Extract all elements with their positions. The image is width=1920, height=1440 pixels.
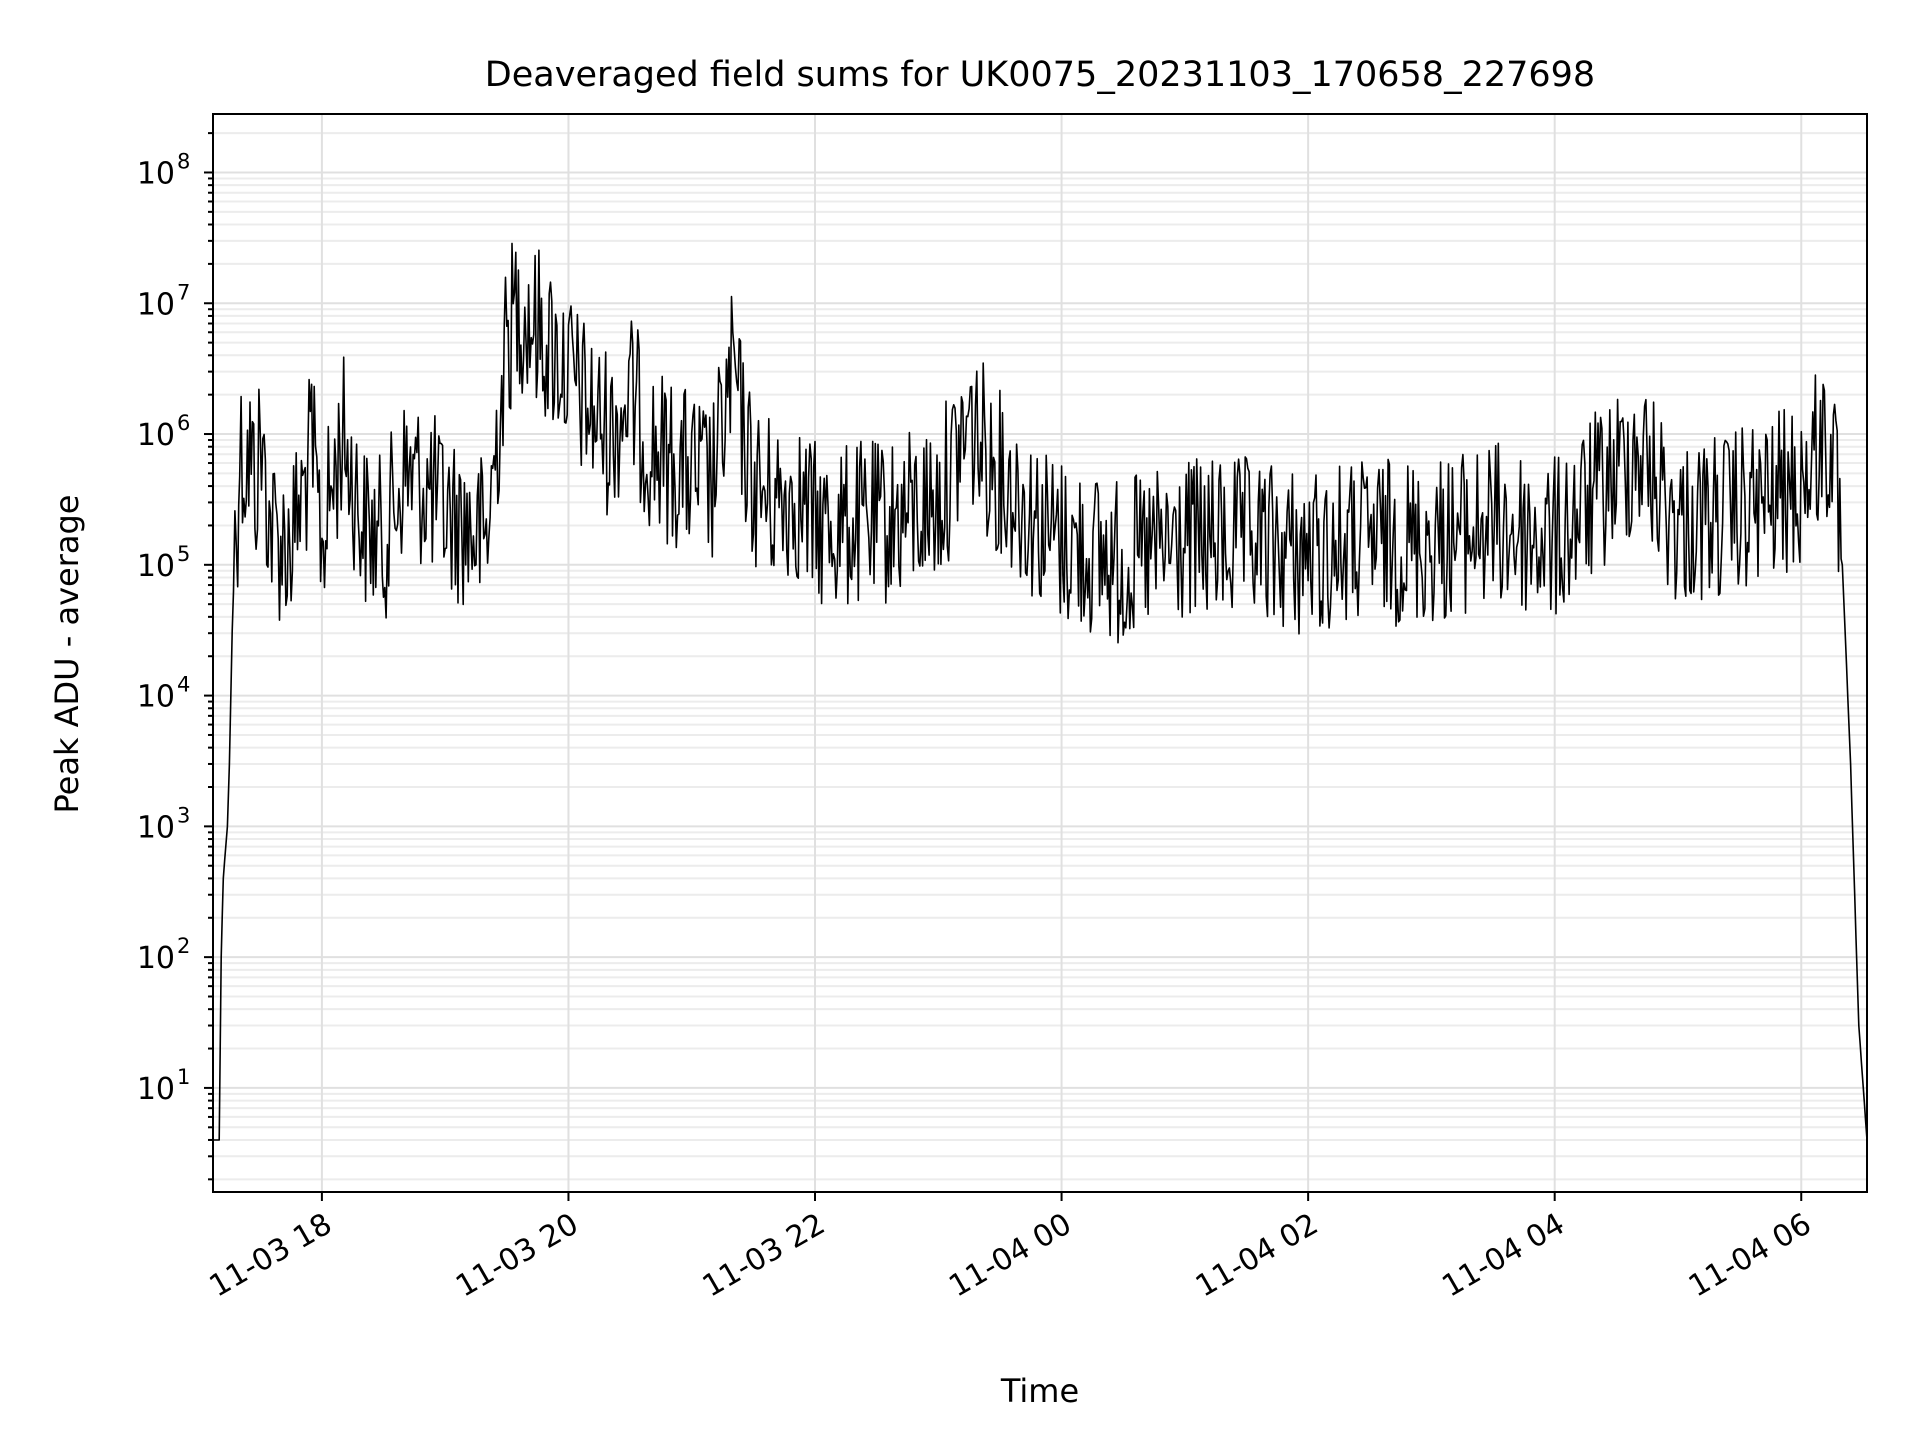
y-tick-label: 10	[137, 680, 175, 715]
x-tick-label: 11-04 00	[943, 1207, 1077, 1305]
x-tick-label: 11-03 20	[450, 1207, 584, 1305]
y-tick-label: 10	[137, 156, 175, 191]
x-tick-label: 11-03 22	[697, 1207, 831, 1305]
y-tick-exponent: 2	[177, 934, 190, 958]
y-tick-label: 10	[137, 549, 175, 584]
y-tick-exponent: 8	[177, 149, 190, 173]
y-tick-label: 10	[137, 1072, 175, 1107]
y-tick-label: 10	[137, 418, 175, 453]
x-tick-label: 11-04 06	[1683, 1207, 1817, 1305]
x-axis-label: Time	[1000, 1372, 1079, 1410]
x-tick-label: 11-04 04	[1436, 1207, 1570, 1305]
chart-title: Deaveraged field sums for UK0075_2023110…	[485, 55, 1595, 95]
y-tick-exponent: 4	[177, 673, 190, 697]
y-tick-label: 10	[137, 287, 175, 322]
plot-frame	[212, 113, 1868, 1193]
y-tick-exponent: 6	[177, 411, 190, 435]
grid-lines	[213, 114, 1867, 1192]
x-tick-label: 11-03 18	[204, 1207, 338, 1305]
series-line	[213, 242, 1868, 1141]
y-tick-exponent: 5	[177, 542, 190, 566]
y-tick-exponent: 1	[177, 1065, 190, 1089]
x-axis: 11-03 18 11-03 20 11-03 22 11-04 00 11-04 02…	[204, 1192, 1817, 1305]
y-tick-exponent: 3	[177, 803, 190, 827]
y-tick-label: 10	[137, 941, 175, 976]
y-axis-label: Peak ADU - average	[48, 495, 86, 814]
y-tick-label: 10	[137, 810, 175, 845]
series-layer	[213, 242, 1868, 1141]
y-tick-exponent: 7	[177, 280, 190, 304]
x-tick-label: 11-04 02	[1190, 1207, 1324, 1305]
